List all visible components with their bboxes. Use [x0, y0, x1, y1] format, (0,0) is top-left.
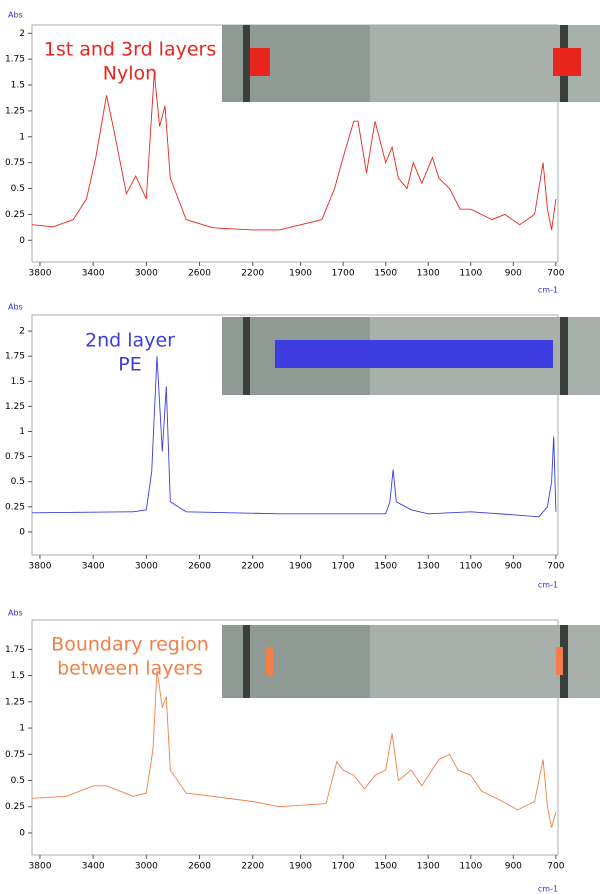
- x-tick-label: 1300: [417, 862, 440, 872]
- y-tick-label: 1.5: [11, 671, 25, 681]
- photo-edge: [243, 317, 250, 395]
- y-tick-label: 0.25: [5, 210, 25, 220]
- x-tick-label: 2600: [188, 269, 211, 279]
- photo-edge: [243, 25, 250, 102]
- x-tick-label: 2600: [188, 862, 211, 872]
- y-tick-label: 2: [19, 29, 25, 39]
- y-tick-label: 1.25: [5, 402, 25, 412]
- x-tick-label: 1700: [332, 862, 355, 872]
- x-tick-label: 1500: [374, 862, 397, 872]
- y-tick-label: 0.75: [5, 452, 25, 462]
- y-tick-label: 1.75: [5, 645, 25, 655]
- y-axis-label: Abs: [8, 609, 23, 618]
- y-tick-label: 1.5: [11, 81, 25, 91]
- spectrum-line: [31, 72, 557, 231]
- x-tick-label: 3800: [29, 269, 52, 279]
- y-tick-label: 0.5: [11, 477, 25, 487]
- plot-frame: [31, 314, 559, 556]
- annotation: Boundary region: [51, 634, 209, 656]
- x-tick-label: 1700: [332, 562, 355, 572]
- x-tick-label: 700: [547, 862, 564, 872]
- x-tick-label: 900: [505, 862, 522, 872]
- y-tick-label: 0.5: [11, 776, 25, 786]
- y-axis-label: Abs: [8, 11, 23, 20]
- x-tick-label: 900: [505, 562, 522, 572]
- x-tick-label: 1700: [332, 269, 355, 279]
- x-tick-label: 1500: [374, 562, 397, 572]
- y-tick-label: 0: [19, 527, 25, 537]
- spectrum-line: [31, 356, 557, 518]
- x-tick-label: 3800: [29, 862, 52, 872]
- x-tick-label: 3000: [135, 862, 158, 872]
- x-tick-label: 3400: [82, 269, 105, 279]
- x-tick-label: 900: [505, 269, 522, 279]
- measure-area: [266, 647, 273, 675]
- x-tick-label: 3400: [82, 862, 105, 872]
- y-tick-label: 2: [19, 327, 25, 337]
- x-tick-label: 3800: [29, 562, 52, 572]
- plot-frame: [31, 619, 559, 856]
- y-tick-label: 1.25: [5, 106, 25, 116]
- x-tick-label: 1100: [459, 269, 482, 279]
- y-tick-label: 1: [19, 724, 25, 734]
- measure-area: [275, 340, 553, 368]
- y-tick-label: 0.5: [11, 184, 25, 194]
- y-tick-label: 1: [19, 132, 25, 142]
- x-tick-label: 3000: [135, 562, 158, 572]
- y-tick-label: 0.25: [5, 502, 25, 512]
- annotation: Nylon: [103, 63, 157, 85]
- x-axis-label: cm-1: [538, 286, 558, 295]
- y-tick-label: 0.75: [5, 750, 25, 760]
- x-tick-label: 2200: [241, 862, 264, 872]
- annotation: between layers: [57, 658, 203, 680]
- y-tick-label: 1.75: [5, 352, 25, 362]
- measure-area: [250, 48, 270, 76]
- annotation: 1st and 3rd layers: [44, 39, 217, 61]
- x-tick-label: 3000: [135, 269, 158, 279]
- y-axis-label: Abs: [8, 303, 23, 312]
- x-axis-label: cm-1: [538, 581, 558, 590]
- x-tick-label: 1900: [289, 269, 312, 279]
- x-tick-label: 3400: [82, 562, 105, 572]
- annotation: PE: [118, 354, 141, 376]
- y-tick-label: 1.25: [5, 697, 25, 707]
- photo-edge: [243, 625, 250, 698]
- x-tick-label: 2200: [241, 562, 264, 572]
- x-tick-label: 2600: [188, 562, 211, 572]
- y-tick-label: 1: [19, 427, 25, 437]
- y-tick-label: 1.5: [11, 377, 25, 387]
- x-tick-label: 1300: [417, 269, 440, 279]
- x-tick-label: 1500: [374, 269, 397, 279]
- measure-area: [553, 48, 581, 76]
- x-tick-label: 2200: [241, 269, 264, 279]
- x-tick-label: 1900: [289, 862, 312, 872]
- annotation: 2nd layer: [85, 330, 175, 352]
- x-tick-label: 1100: [459, 562, 482, 572]
- x-axis-label: cm-1: [538, 885, 558, 894]
- measure-area: [556, 647, 563, 675]
- y-tick-label: 0: [19, 236, 25, 246]
- photo-edge: [560, 625, 568, 698]
- photo-edge: [560, 317, 568, 395]
- spectrum-line: [31, 670, 557, 828]
- y-tick-label: 0.75: [5, 158, 25, 168]
- x-tick-label: 1300: [417, 562, 440, 572]
- x-tick-label: 1900: [289, 562, 312, 572]
- y-tick-label: 1.75: [5, 55, 25, 65]
- x-tick-label: 700: [547, 562, 564, 572]
- x-tick-label: 700: [547, 269, 564, 279]
- y-tick-label: 0: [19, 828, 25, 838]
- y-tick-label: 0.25: [5, 802, 25, 812]
- x-tick-label: 1100: [459, 862, 482, 872]
